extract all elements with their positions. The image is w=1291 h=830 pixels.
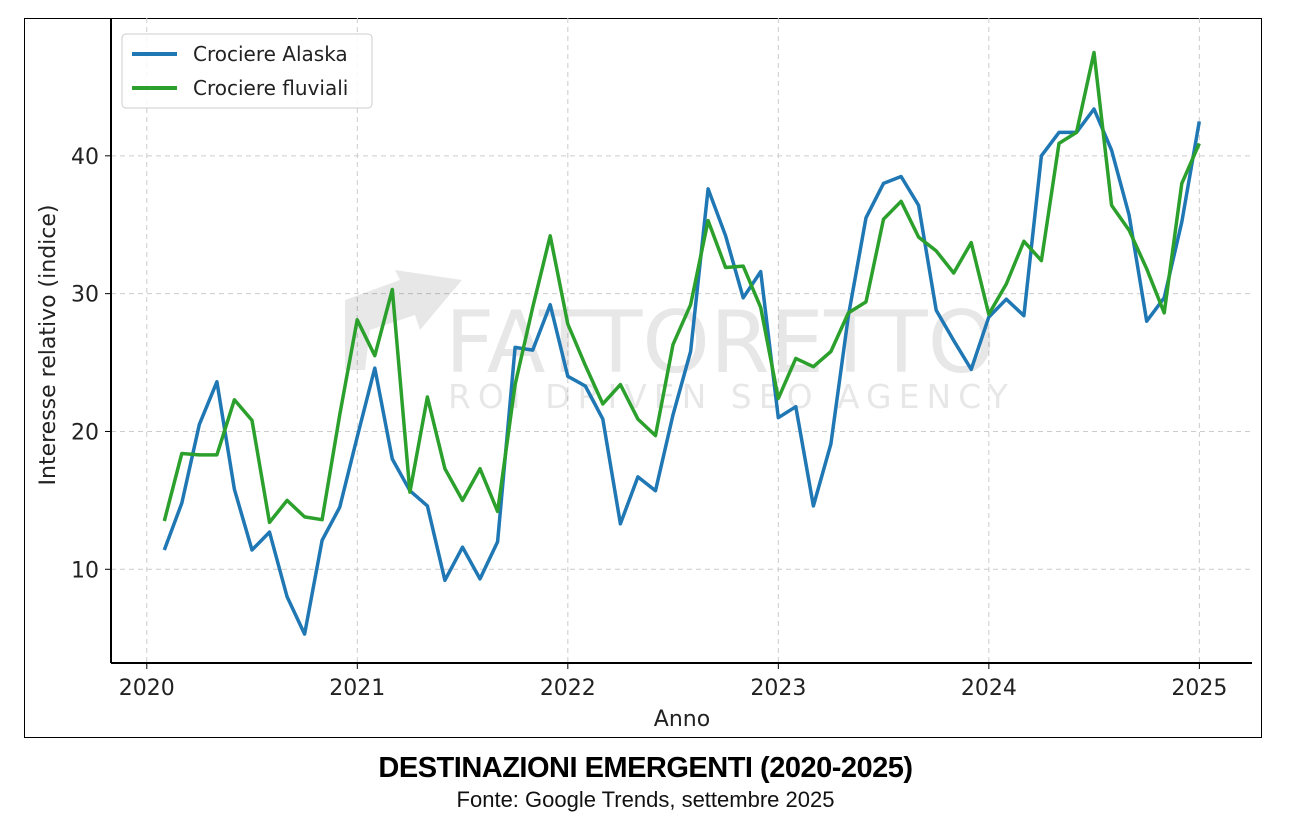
legend: Crociere Alaska Crociere fluviali [121,33,373,109]
y-tick-label: 20 [71,420,99,445]
x-tick-label: 2025 [1171,676,1227,701]
x-tick-label: 2023 [750,676,806,701]
watermark-subtext: ROI DRIVEN SEO AGENCY [448,377,1015,416]
watermark-arrow-icon [345,270,462,370]
y-tick-label: 40 [71,145,99,170]
legend-box [121,33,373,109]
x-tick-label: 2024 [961,676,1017,701]
chart-subtitle: Fonte: Google Trends, settembre 2025 [456,787,835,812]
series-line-fluviali [162,50,1201,525]
x-axis-label: Anno [654,707,710,732]
legend-label-fluviali: Crociere fluviali [193,76,348,100]
y-axis-label: Interesse relativo (indice) [36,205,61,486]
y-tick-label: 30 [71,283,99,308]
grid [111,18,1252,663]
legend-label-alaska: Crociere Alaska [193,42,348,66]
chart-frame [24,18,1262,738]
chart-title: DESTINAZIONI EMERGENTI (2020-2025) [378,752,913,784]
axes [105,18,1252,669]
x-tick-label: 2021 [329,676,385,701]
series-lines [162,50,1202,636]
x-tick-label: 2022 [540,676,596,701]
x-tick-label: 2020 [119,676,175,701]
series-line-alaska [162,107,1202,636]
y-tick-label: 10 [71,558,99,583]
tick-labels: 2020 2021 2022 2023 2024 2025 10 20 30 40 [71,145,1227,701]
